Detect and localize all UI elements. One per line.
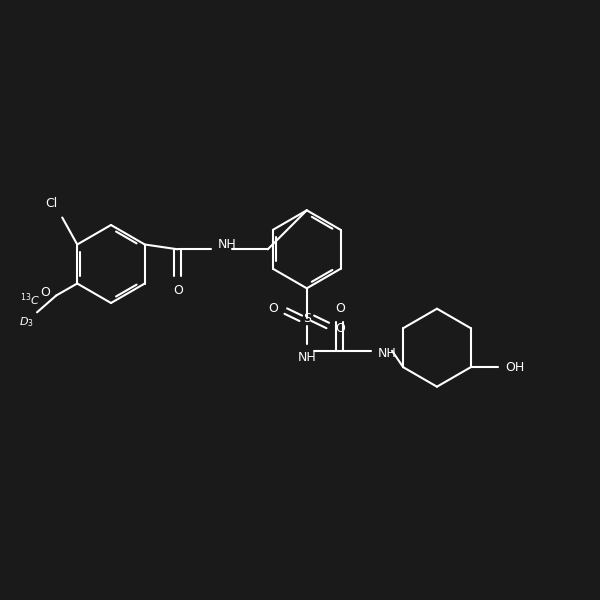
- Text: $D_3$: $D_3$: [19, 316, 34, 329]
- Text: NH: NH: [218, 238, 237, 251]
- Text: O: O: [335, 302, 345, 314]
- Text: O: O: [335, 322, 345, 335]
- Text: NH: NH: [298, 350, 316, 364]
- Text: OH: OH: [505, 361, 524, 374]
- Text: O: O: [40, 286, 50, 299]
- Text: S: S: [303, 312, 311, 325]
- Text: NH: NH: [378, 347, 397, 360]
- Text: O: O: [173, 284, 183, 296]
- Text: O: O: [269, 302, 278, 314]
- Text: Cl: Cl: [46, 197, 58, 210]
- Text: $^{13}C$: $^{13}C$: [20, 291, 40, 308]
